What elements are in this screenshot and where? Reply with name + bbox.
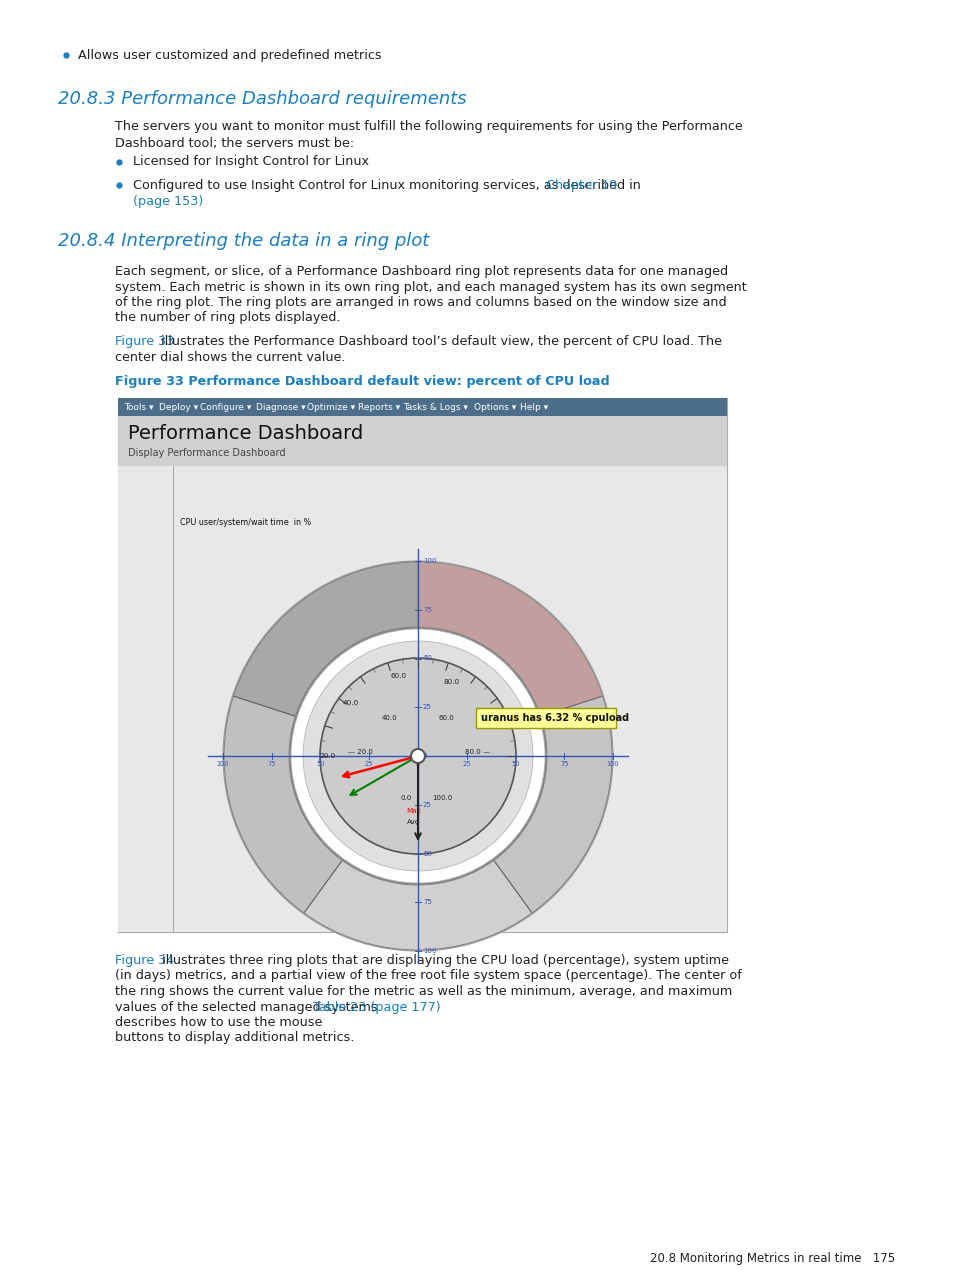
Text: 40.0: 40.0 xyxy=(342,700,358,707)
Text: 20.8.4 Interpreting the data in a ring plot: 20.8.4 Interpreting the data in a ring p… xyxy=(58,233,429,250)
Text: 0.0: 0.0 xyxy=(400,794,411,801)
Text: describes how to use the mouse: describes how to use the mouse xyxy=(115,1016,322,1030)
Text: 100: 100 xyxy=(422,948,436,955)
Text: Figure 34: Figure 34 xyxy=(115,955,174,967)
Text: (in days) metrics, and a partial view of the free root file system space (percen: (in days) metrics, and a partial view of… xyxy=(115,970,741,982)
Text: 60.0: 60.0 xyxy=(437,716,454,721)
Text: 40.0: 40.0 xyxy=(382,716,397,721)
Text: 25: 25 xyxy=(365,761,374,766)
Bar xyxy=(118,466,726,932)
Text: Performance Dashboard: Performance Dashboard xyxy=(128,425,363,444)
Text: The servers you want to monitor must fulfill the following requirements for usin: The servers you want to monitor must ful… xyxy=(115,119,742,133)
Text: Tools ▾: Tools ▾ xyxy=(124,403,153,412)
Bar xyxy=(476,708,616,728)
Text: 80.0 —: 80.0 — xyxy=(465,749,490,755)
Text: Table 23 (page 177): Table 23 (page 177) xyxy=(313,1000,440,1013)
Text: illustrates three ring plots that are displaying the CPU load (percentage), syst: illustrates three ring plots that are di… xyxy=(158,955,728,967)
Text: Chapter 19: Chapter 19 xyxy=(545,178,617,192)
Text: 25: 25 xyxy=(462,761,471,766)
Wedge shape xyxy=(304,860,532,949)
Text: 0: 0 xyxy=(416,761,419,766)
Text: 20.8.3 Performance Dashboard requirements: 20.8.3 Performance Dashboard requirement… xyxy=(58,90,466,108)
Text: 20.0: 20.0 xyxy=(319,752,335,759)
Wedge shape xyxy=(233,562,417,716)
Text: center dial shows the current value.: center dial shows the current value. xyxy=(115,351,345,364)
Text: 25: 25 xyxy=(422,802,432,808)
Text: Tasks & Logs ▾: Tasks & Logs ▾ xyxy=(403,403,468,412)
Circle shape xyxy=(319,658,516,854)
Text: 75: 75 xyxy=(559,761,568,766)
Circle shape xyxy=(411,749,424,763)
Bar xyxy=(118,416,726,466)
Text: Figure 33: Figure 33 xyxy=(115,336,174,348)
Text: the ring shows the current value for the metric as well as the minimum, average,: the ring shows the current value for the… xyxy=(115,985,732,998)
Wedge shape xyxy=(494,697,612,913)
Text: 75: 75 xyxy=(422,900,432,905)
Text: Each segment, or slice, of a Performance Dashboard ring plot represents data for: Each segment, or slice, of a Performance… xyxy=(115,264,727,278)
Wedge shape xyxy=(223,561,613,951)
Text: (page 153): (page 153) xyxy=(132,194,203,207)
Text: Diagnose ▾: Diagnose ▾ xyxy=(255,403,305,412)
Text: 60.0: 60.0 xyxy=(390,672,406,679)
Text: Allows user customized and predefined metrics: Allows user customized and predefined me… xyxy=(78,48,381,61)
Bar xyxy=(118,398,726,416)
Text: system. Each metric is shown in its own ring plot, and each managed system has i: system. Each metric is shown in its own … xyxy=(115,281,746,294)
Text: of the ring plot. The ring plots are arranged in rows and columns based on the w: of the ring plot. The ring plots are arr… xyxy=(115,296,726,309)
Text: 50: 50 xyxy=(422,850,432,857)
Text: buttons to display additional metrics.: buttons to display additional metrics. xyxy=(115,1032,354,1045)
Wedge shape xyxy=(224,697,342,913)
Text: Avg: Avg xyxy=(407,819,420,825)
Text: 100: 100 xyxy=(606,761,618,766)
Text: Configured to use Insight Control for Linux monitoring services, as described in: Configured to use Insight Control for Li… xyxy=(132,178,644,192)
Text: — 20.0: — 20.0 xyxy=(347,749,372,755)
Wedge shape xyxy=(417,562,602,716)
Wedge shape xyxy=(291,629,544,883)
Text: 75: 75 xyxy=(267,761,275,766)
Text: Optimize ▾: Optimize ▾ xyxy=(307,403,355,412)
Text: 50: 50 xyxy=(315,761,324,766)
Text: 100: 100 xyxy=(216,761,229,766)
Text: Figure 33 Performance Dashboard default view: percent of CPU load: Figure 33 Performance Dashboard default … xyxy=(115,375,609,388)
Text: 0: 0 xyxy=(422,752,427,759)
Text: Dashboard tool; the servers must be:: Dashboard tool; the servers must be: xyxy=(115,137,354,150)
Wedge shape xyxy=(417,562,602,716)
Text: Reports ▾: Reports ▾ xyxy=(357,403,399,412)
Text: Help ▾: Help ▾ xyxy=(519,403,548,412)
Text: Display Performance Dashboard: Display Performance Dashboard xyxy=(128,447,285,458)
Text: 20.8 Monitoring Metrics in real time   175: 20.8 Monitoring Metrics in real time 175 xyxy=(649,1252,894,1265)
Text: 50: 50 xyxy=(511,761,519,766)
Text: CPU user/system/wait time  in %: CPU user/system/wait time in % xyxy=(180,519,311,527)
Text: 80.0: 80.0 xyxy=(443,679,459,685)
Text: 50: 50 xyxy=(422,656,432,661)
Text: 100.0: 100.0 xyxy=(432,794,452,801)
Text: Options ▾: Options ▾ xyxy=(474,403,517,412)
Text: Deploy ▾: Deploy ▾ xyxy=(159,403,198,412)
Text: illustrates the Performance Dashboard tool’s default view, the percent of CPU lo: illustrates the Performance Dashboard to… xyxy=(157,336,721,348)
Text: the number of ring plots displayed.: the number of ring plots displayed. xyxy=(115,311,340,324)
Text: values of the selected managed systems.: values of the selected managed systems. xyxy=(115,1000,381,1013)
Text: uranus has 6.32 % cpuload: uranus has 6.32 % cpuload xyxy=(480,713,628,723)
Text: 75: 75 xyxy=(422,606,432,613)
Text: 25: 25 xyxy=(422,704,432,710)
Text: 100: 100 xyxy=(422,558,436,564)
Bar xyxy=(118,398,726,932)
Text: Max: Max xyxy=(406,808,421,813)
Text: Licensed for Insight Control for Linux: Licensed for Insight Control for Linux xyxy=(132,155,369,169)
Text: Configure ▾: Configure ▾ xyxy=(200,403,252,412)
Circle shape xyxy=(290,628,545,885)
